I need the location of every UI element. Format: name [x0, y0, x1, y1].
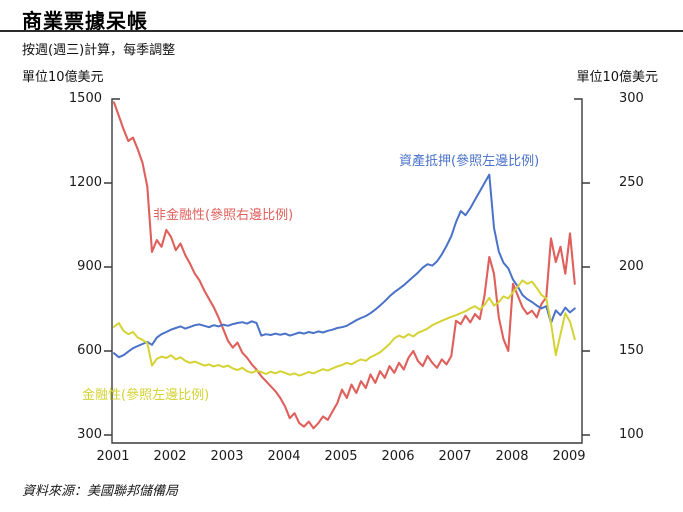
year-tick-label: 2004 — [267, 449, 301, 464]
series-label-asset-backed: 資產抵押(參照左邊比例) — [399, 154, 540, 169]
series-line-asset-backed — [113, 173, 576, 359]
left-tick-label: 1500 — [68, 91, 102, 106]
year-tick-label: 2003 — [210, 449, 244, 464]
year-tick-label: 2009 — [552, 449, 586, 464]
right-tick-label: 250 — [619, 175, 644, 190]
source-note: 資料來源：美國聯邦儲備局 — [22, 484, 179, 499]
series-label-financial: 金融性(參照左邊比例) — [82, 388, 210, 403]
year-tick-label: 2008 — [495, 449, 529, 464]
right-tick-label: 150 — [619, 343, 644, 358]
year-tick-label: 2006 — [381, 449, 415, 464]
year-tick-label: 2001 — [96, 449, 130, 464]
series-label-nonfinancial: 非金融性(參照右邊比例) — [153, 208, 294, 223]
left-axis-unit-label: 單位10億美元 — [22, 70, 104, 85]
left-tick-label: 1200 — [68, 175, 102, 190]
left-tick-label: 900 — [77, 259, 102, 274]
year-tick-label: 2005 — [324, 449, 358, 464]
chart-subtitle: 按週(週三)計算，每季調整 — [22, 43, 176, 58]
series-line-financial — [113, 279, 576, 377]
left-tick-label: 300 — [77, 427, 102, 442]
series-lines — [112, 101, 576, 430]
series-line-nonfinancial — [112, 101, 576, 430]
year-tick-label: 2002 — [153, 449, 187, 464]
year-tick-label: 2007 — [438, 449, 472, 464]
left-tick-label: 600 — [77, 343, 102, 358]
right-tick-label: 200 — [619, 259, 644, 274]
right-tick-label: 100 — [619, 427, 644, 442]
title-divider — [0, 30, 683, 32]
right-axis-unit-label: 單位10億美元 — [576, 70, 658, 85]
right-tick-label: 300 — [619, 91, 644, 106]
page-title: 商業票據呆帳 — [22, 9, 148, 33]
axis-frame — [104, 98, 590, 444]
